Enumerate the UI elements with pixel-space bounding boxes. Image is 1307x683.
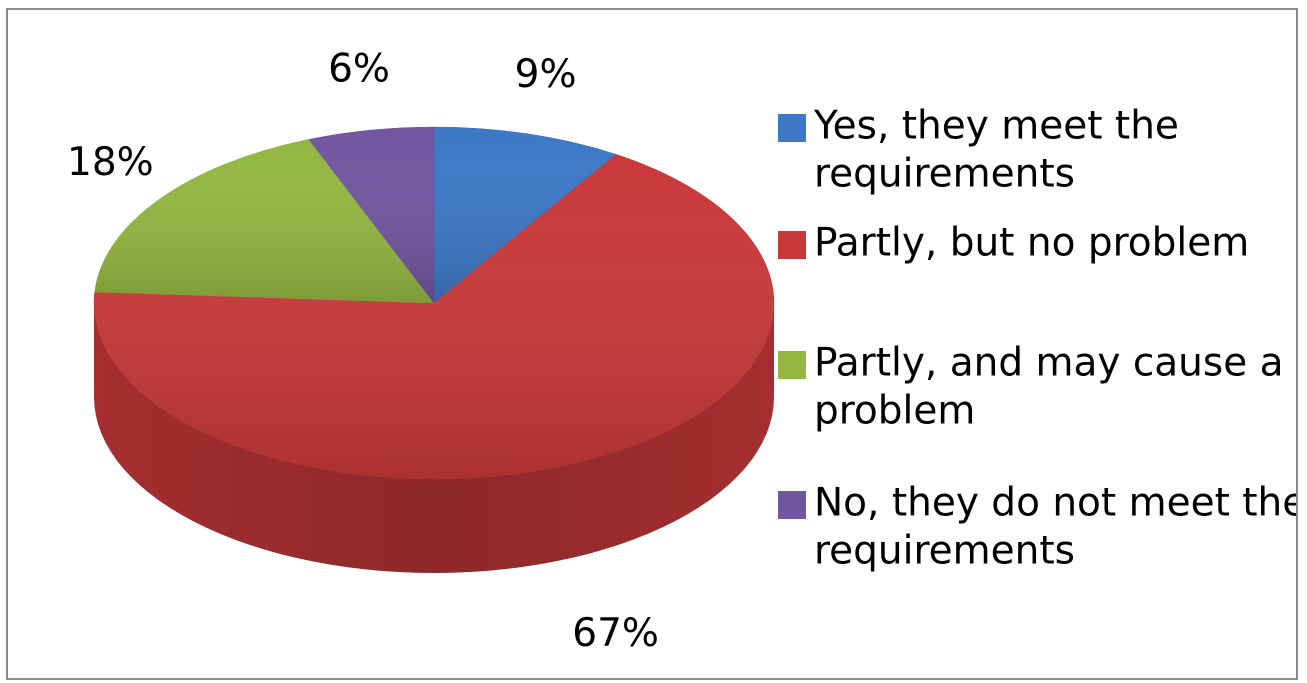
pie-slice-shade-3 xyxy=(308,127,434,303)
legend-swatch-3 xyxy=(778,491,806,519)
legend-swatch-0 xyxy=(778,114,806,142)
data-label-2: 18% xyxy=(67,140,154,185)
legend-label-2-1: problem xyxy=(814,389,975,434)
chart-frame: 9% 67% 18% 6% Yes, they meet the requirement… xyxy=(6,8,1306,680)
pie-slice-shade-2 xyxy=(94,139,435,303)
legend-label-3-1: requirements xyxy=(814,529,1075,574)
data-label-3: 6% xyxy=(328,47,390,92)
legend-label-2-0: Partly, and may cause a xyxy=(814,341,1284,386)
legend-label-0-1: requirements xyxy=(814,152,1075,197)
data-label-0: 9% xyxy=(515,52,577,97)
legend-swatch-2 xyxy=(778,351,806,379)
pie-chart: 9%67%18%6% Yes, they meet therequirement… xyxy=(67,47,1306,656)
legend-label-3-0: No, they do not meet the xyxy=(814,481,1296,526)
data-labels-group: 9% 67% 18% 6% xyxy=(67,47,659,656)
pie-side-group xyxy=(94,303,774,573)
legend-label-0-0: Yes, they meet the xyxy=(813,104,1179,149)
pie-side-shade-1 xyxy=(94,303,774,573)
legend-swatch-1 xyxy=(778,231,806,259)
legend-label-1-0: Partly, but no problem xyxy=(814,221,1249,266)
pie-slice-shade-1 xyxy=(93,154,774,480)
data-label-1: 67% xyxy=(572,611,659,656)
pie-top-group xyxy=(93,126,775,480)
pie-slice-shade-0 xyxy=(434,127,617,303)
